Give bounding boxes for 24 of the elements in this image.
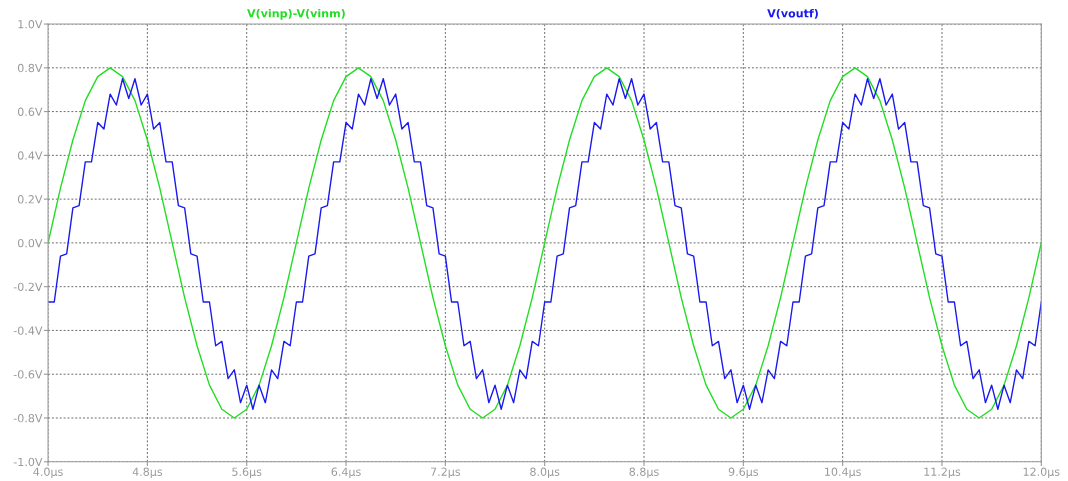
x-tick-label: 8.0µs [530,467,560,479]
x-tick-label: 8.8µs [629,467,659,479]
x-tick-label: 5.6µs [232,467,262,479]
x-tick-label: 7.2µs [431,467,461,479]
y-tick-label: 0.2V [17,195,43,204]
text: V(vinp)-V(vinm) [247,8,345,20]
y-tick-label: -0.4V [13,326,43,335]
text: V(voutf) [767,8,818,19]
y-tick-label: -0.2V [13,282,43,292]
y-tick-label: -0.6V [13,370,43,379]
y-tick-label: 1.0V [18,20,43,29]
x-tick-label: 10.4µs [825,467,861,479]
y-tick-label: 0.6V [17,107,43,116]
x-tick-label: 12.0µs [1023,467,1060,479]
y-tick-label: 0.0V [17,238,43,248]
y-tick-label: -0.8V [13,413,43,423]
y-tick-label: -1.0V [13,457,43,467]
y-tick-label: 0.8V [17,63,43,73]
y-tick-label: 0.4V [17,151,43,160]
x-tick-label: 4.8µs [132,467,163,479]
x-tick-label: 9.6µs [728,467,759,479]
x-tick-label: 6.4µs [331,467,361,479]
x-tick-label: 4.0µs [33,467,63,479]
x-tick-label: 11.2µs [924,467,961,479]
